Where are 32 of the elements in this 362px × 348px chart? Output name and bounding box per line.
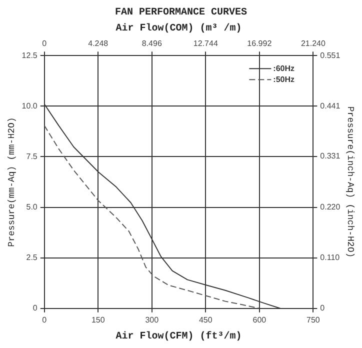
x2-tick-label: 8.496 [142,39,162,48]
y2-tick-label: 0.220 [320,202,341,212]
y-tick-label: 10.0 [22,101,38,110]
y-tick-label: 0 [32,304,38,313]
x2-tick-label: 16.992 [247,39,272,48]
y2-tick-label: 0.441 [320,101,341,110]
chart-title: FAN PERFORMANCE CURVES [114,8,248,19]
y2-tick-label: 0.110 [320,253,340,262]
x2-tick-label: 4.248 [88,39,109,48]
y-tick-label: 7.5 [26,152,38,161]
y-tick-label: 12.5 [22,50,38,60]
y-tick-label: 5.0 [26,202,38,212]
legend-label: :50Hz [273,74,295,84]
x2-axis-title: Air Flow(COM) (m³ /m) [116,22,242,35]
y2-axis-title: Pressure(inch-Aq) (inch-H2O) [345,106,356,258]
x-tick-label: 750 [306,315,320,324]
x-tick-label: 600 [252,315,267,324]
x2-tick-label: 12.744 [193,39,218,48]
x-tick-label: 0 [42,315,48,324]
y2-tick-label: 0.551 [320,50,341,60]
line-series [44,125,260,308]
y-tick-label: 2.5 [26,253,38,262]
x2-tick-label: 0 [42,39,48,48]
legend-label: :60Hz [273,64,295,73]
x-tick-label: 450 [198,315,213,324]
x2-tick-label: 21.240 [300,39,326,48]
x-tick-label: 300 [145,315,160,324]
y2-tick-label: 0.331 [320,152,341,161]
x-axis-title: Air Flow(CFM) (ft³/m) [116,330,242,343]
x-tick-label: 150 [91,315,106,324]
y-axis-title: Pressure(mm-Aq) (mm-H2O) [6,117,17,247]
y2-tick-label: 0 [320,304,326,313]
